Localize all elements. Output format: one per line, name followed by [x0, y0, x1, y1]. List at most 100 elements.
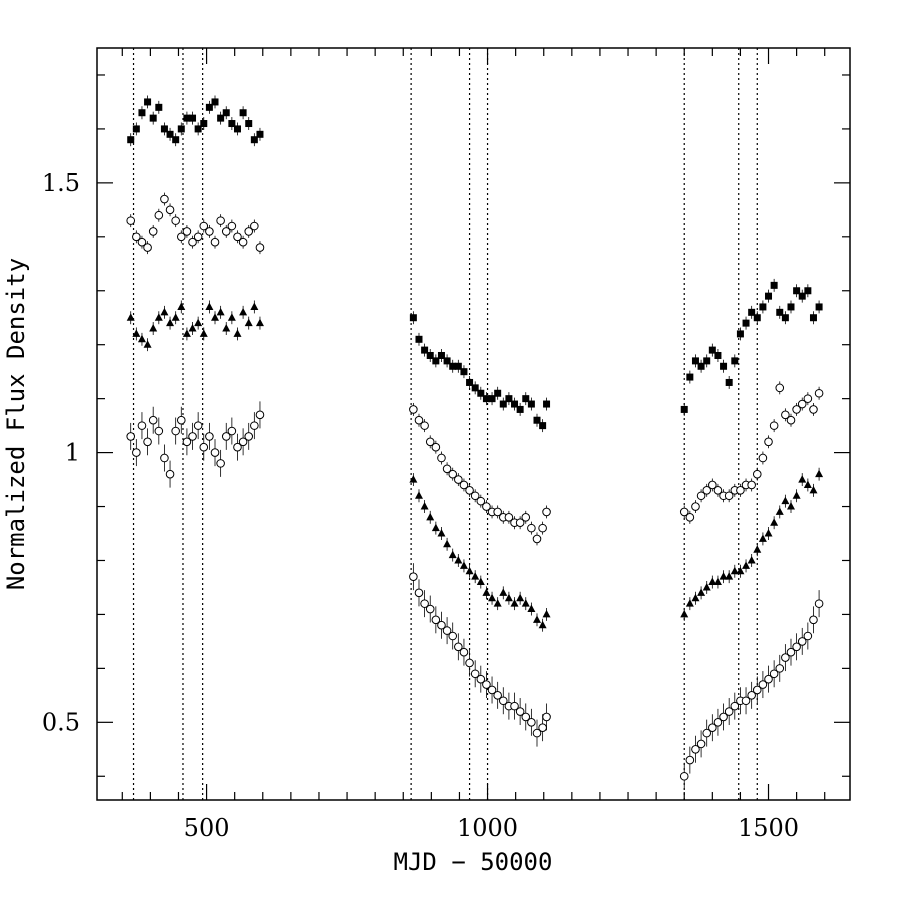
- data-point: [516, 593, 525, 602]
- data-point: [176, 415, 186, 425]
- data-point: [702, 486, 712, 495]
- data-point: [493, 507, 502, 517]
- data-point: [680, 405, 688, 413]
- data-point: [233, 232, 242, 242]
- data-point: [160, 194, 169, 204]
- data-point: [233, 442, 242, 452]
- data-point: [132, 329, 141, 337]
- data-point: [250, 302, 259, 310]
- data-point: [221, 432, 231, 441]
- data-point: [222, 324, 231, 332]
- data-point: [144, 98, 152, 106]
- data-point: [542, 712, 551, 722]
- data-point: [527, 400, 535, 408]
- data-point: [239, 109, 247, 117]
- data-point: [143, 437, 152, 447]
- data-point: [730, 566, 739, 575]
- data-point: [414, 415, 424, 425]
- data-point: [448, 550, 457, 559]
- data-point: [471, 384, 479, 392]
- data-point: [758, 453, 768, 463]
- data-point: [792, 405, 801, 414]
- x-axis-title: MJD − 50000: [394, 848, 553, 876]
- data-point: [245, 120, 253, 128]
- data-point: [764, 529, 773, 537]
- data-point: [797, 637, 807, 646]
- data-point: [686, 373, 694, 381]
- data-point: [454, 362, 462, 370]
- data-point: [227, 221, 237, 231]
- data-point: [256, 130, 264, 138]
- data-point: [132, 232, 141, 242]
- data-point: [521, 513, 531, 522]
- data-point: [160, 125, 168, 133]
- data-point: [499, 588, 508, 596]
- data-point: [680, 609, 689, 618]
- data-point: [437, 351, 445, 359]
- data-point: [454, 475, 463, 484]
- data-point: [781, 314, 789, 322]
- data-point: [753, 545, 762, 553]
- data-point: [205, 103, 213, 111]
- reference-lines: [132, 48, 758, 800]
- x-tick-label: 1000: [457, 814, 518, 842]
- data-point: [803, 631, 813, 641]
- data-point: [708, 723, 717, 733]
- data-point: [747, 555, 756, 564]
- data-point: [764, 674, 773, 684]
- data-point: [775, 383, 785, 393]
- data-point: [713, 718, 723, 727]
- data-point: [166, 130, 174, 138]
- data-point: [210, 237, 220, 247]
- data-point: [420, 502, 429, 510]
- data-point: [691, 593, 700, 602]
- data-point: [713, 486, 723, 495]
- data-point: [504, 513, 514, 522]
- data-point: [781, 410, 790, 420]
- data-point: [803, 394, 813, 403]
- data-point: [432, 357, 440, 365]
- data-point: [155, 103, 163, 111]
- data-point: [239, 307, 248, 316]
- data-point: [702, 728, 712, 738]
- data-point: [171, 313, 180, 321]
- data-point: [516, 405, 524, 413]
- data-point: [781, 653, 790, 662]
- data-point: [222, 109, 230, 117]
- data-point: [798, 292, 806, 300]
- data-point: [250, 221, 259, 231]
- data-point: [420, 599, 429, 608]
- data-point: [449, 362, 457, 370]
- data-point: [217, 114, 225, 122]
- y-tick-label: 0.5: [42, 708, 80, 736]
- data-point: [488, 395, 496, 403]
- data-point: [182, 437, 192, 447]
- data-point: [511, 400, 519, 408]
- data-point: [255, 410, 265, 420]
- data-point: [431, 615, 441, 625]
- data-point: [426, 512, 435, 521]
- data-point: [747, 480, 756, 490]
- data-point: [685, 755, 695, 765]
- data-point: [775, 507, 784, 515]
- data-point: [742, 319, 750, 327]
- data-point: [177, 125, 185, 133]
- data-point: [448, 631, 458, 641]
- data-point: [216, 459, 225, 468]
- data-point: [409, 405, 418, 414]
- data-point: [126, 313, 135, 321]
- data-point: [138, 109, 146, 117]
- data-point: [482, 588, 491, 596]
- data-point: [685, 513, 695, 522]
- data-point: [244, 432, 254, 441]
- data-point: [708, 346, 716, 354]
- data-point: [238, 237, 248, 247]
- data-point: [188, 432, 197, 441]
- data-point: [176, 232, 186, 242]
- data-point: [244, 227, 254, 236]
- data-point: [532, 534, 542, 544]
- data-point: [188, 237, 197, 247]
- data-point: [409, 572, 418, 581]
- data-point: [183, 114, 191, 122]
- data-point: [527, 718, 536, 727]
